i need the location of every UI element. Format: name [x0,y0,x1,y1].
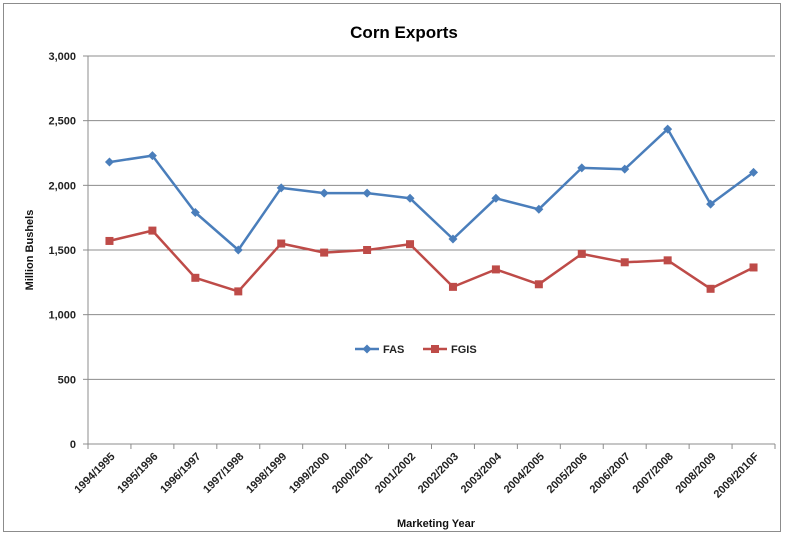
legend-marker-fgis [431,345,439,353]
legend: FAS FGIS [355,344,477,356]
data-point-fas [491,193,501,203]
data-point-fas [233,245,243,255]
data-point-fgis [234,287,243,296]
data-point-fas [706,199,716,209]
data-point-fgis [191,273,200,282]
data-point-fgis [706,284,715,293]
x-tick-label: 2000/2001 [330,451,375,496]
x-tick-label: 2004/2005 [502,451,547,496]
x-tick-label: 1996/1997 [158,451,203,496]
x-tick-label: 1994/1995 [72,451,117,496]
data-point-fas [319,188,329,198]
data-point-fgis [534,280,543,289]
data-point-fas [276,183,286,193]
data-point-fgis [749,263,758,272]
data-point-fgis [577,249,586,258]
chart-title: Corn Exports [350,23,458,42]
data-point-fas [749,167,759,177]
x-tick-label: 2006/2007 [588,451,633,496]
data-point-fas [663,124,673,134]
x-axis [87,56,776,449]
x-tick-label: 2007/2008 [631,451,676,496]
x-tick-label: 2009/2010F [712,450,762,500]
series-line-fas [109,127,755,252]
y-tick-labels: 0 500 1,000 1,500 2,000 2,500 3,000 [48,51,76,451]
y-tick-label: 1,000 [48,310,76,322]
data-point-fgis [320,248,329,257]
x-tick-label: 1995/1996 [115,451,160,496]
data-point-fas [147,151,157,161]
data-point-fas [577,163,587,173]
data-point-fgis [148,226,157,235]
legend-label-fgis: FGIS [451,344,477,356]
x-tick-label: 2003/2004 [459,450,505,496]
x-tick-label: 2008/2009 [673,451,718,496]
data-point-fgis [491,265,500,274]
data-point-fgis [406,240,415,249]
x-tick-label: 2001/2002 [373,451,418,496]
y-tick-label: 500 [58,374,76,386]
y-tick-label: 0 [70,439,76,451]
data-point-fgis [620,258,629,267]
data-point-fgis [105,236,114,245]
data-point-fas [405,193,415,203]
x-tick-labels: 1994/19951995/19961996/19971997/19981998… [72,450,762,501]
data-point-fas [190,207,200,217]
legend-marker-fas [362,344,372,354]
x-tick-label: 2005/2006 [545,451,590,496]
x-tick-label: 1999/2000 [287,451,332,496]
x-tick-label: 1998/1999 [244,451,289,496]
data-point-fgis [277,239,286,248]
data-point-fas [534,204,544,214]
data-point-fas [620,164,630,174]
data-point-fas [362,188,372,198]
data-point-fgis [448,282,457,291]
y-axis-title: Million Bushels [24,210,36,291]
data-point-fas [104,157,114,167]
legend-label-fas: FAS [383,344,404,356]
data-point-fgis [663,256,672,265]
y-tick-label: 3,000 [48,51,76,63]
series-line-fgis [109,229,755,293]
x-axis-title: Marketing Year [397,518,476,530]
gridlines [83,55,775,445]
y-tick-label: 2,500 [48,116,76,128]
data-point-fgis [363,246,372,254]
x-tick-label: 2002/2003 [416,451,461,496]
series-group [104,124,759,296]
y-tick-label: 1,500 [48,245,76,257]
y-tick-label: 2,000 [48,180,76,192]
data-point-fas [448,234,458,244]
x-tick-label: 1997/1998 [201,451,246,496]
